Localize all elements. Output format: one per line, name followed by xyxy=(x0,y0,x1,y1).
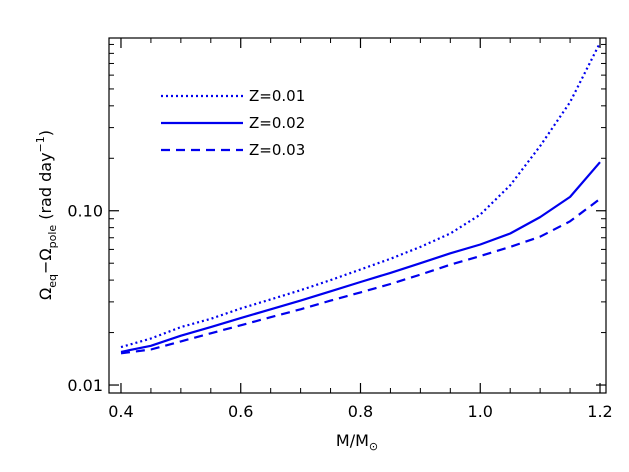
x-tick-label: 0.6 xyxy=(228,402,253,421)
y-tick-label: 0.01 xyxy=(67,376,103,395)
series-line-dashed xyxy=(120,198,601,355)
x-tick-label: 0.8 xyxy=(348,402,373,421)
x-tick-label: 1.0 xyxy=(468,402,493,421)
y-axis-label: Ωeq−Ωpole (rad day−1) xyxy=(34,130,59,300)
x-tick-label: 0.4 xyxy=(108,402,133,421)
series-layer xyxy=(120,42,601,355)
legend-label: Z=0.02 xyxy=(249,114,305,132)
plot-frame xyxy=(108,37,607,394)
legend-label: Z=0.03 xyxy=(249,141,305,159)
y-tick-label: 0.10 xyxy=(67,202,103,221)
legend-label: Z=0.01 xyxy=(249,87,305,105)
legend: Z=0.01 Z=0.02 Z=0.03 xyxy=(161,87,305,159)
x-tick-label: 1.2 xyxy=(587,402,612,421)
series-line-solid xyxy=(120,161,601,353)
x-ticks: 0.4 0.6 0.8 1.0 1.2 xyxy=(108,38,613,421)
x-axis-label: M/M⊙ xyxy=(336,431,378,453)
y-ticks: 0.01 0.10 xyxy=(67,43,606,395)
series-line-dotted xyxy=(120,42,601,349)
